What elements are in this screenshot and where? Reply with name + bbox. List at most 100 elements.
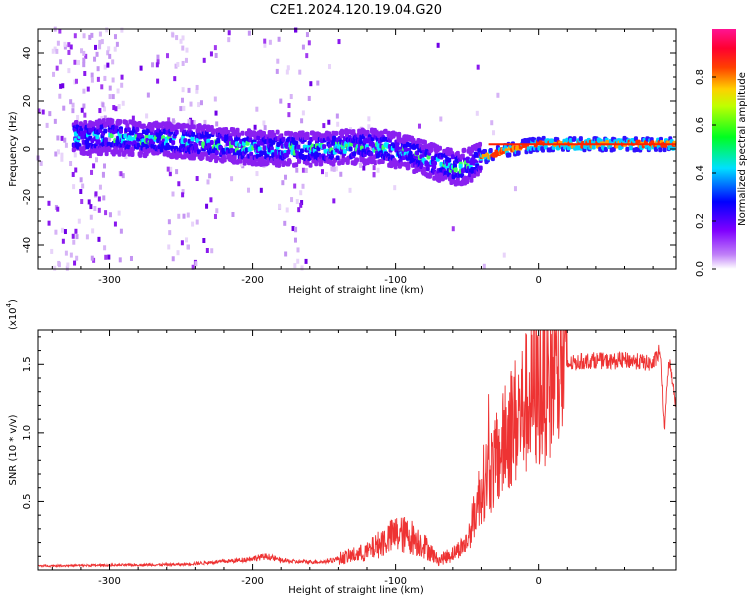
heatmap-cell: [488, 148, 493, 154]
heatmap-cell: [194, 261, 198, 267]
y-tick-label: 1.0: [22, 425, 33, 441]
heatmap-cell: [56, 135, 60, 141]
heatmap-cell: [58, 28, 62, 34]
heatmap-cell: [369, 151, 374, 157]
heatmap-cell: [79, 188, 83, 194]
heatmap-cell: [71, 233, 75, 239]
heatmap-cell: [120, 82, 124, 88]
heatmap-cell: [103, 137, 108, 143]
heatmap-cell: [263, 38, 267, 44]
heatmap-cell: [63, 44, 67, 50]
heatmap-cell: [283, 133, 287, 139]
heatmap-cell: [475, 110, 479, 116]
heatmap-cell: [247, 30, 251, 36]
spectrogram-ylabel: Frequency (Hz): [8, 111, 19, 187]
heatmap-cell: [628, 145, 633, 151]
heatmap-cell: [67, 68, 71, 74]
heatmap-cell: [180, 97, 184, 103]
heatmap-cell: [213, 214, 217, 220]
heatmap-cell: [80, 107, 84, 113]
heatmap-cell: [469, 177, 474, 183]
heatmap-cell: [87, 199, 91, 205]
heatmap-cell: [208, 173, 212, 179]
heatmap-cell: [496, 92, 500, 98]
heatmap-cell: [52, 71, 56, 77]
heatmap-cell: [37, 108, 41, 114]
heatmap-cell: [51, 48, 55, 54]
heatmap-cell: [58, 93, 62, 99]
heatmap-cell: [69, 161, 73, 167]
heatmap-cell: [209, 51, 213, 57]
heatmap-cell: [299, 148, 304, 154]
heatmap-cell: [458, 163, 463, 169]
heatmap-cell: [98, 184, 102, 190]
heatmap-cell: [47, 220, 51, 226]
heatmap-cell: [187, 87, 191, 93]
heatmap-cell: [239, 161, 243, 167]
heatmap-cell: [63, 41, 67, 47]
heatmap-cell: [69, 252, 73, 258]
heatmap-cell: [56, 40, 60, 46]
heatmap-cell: [181, 45, 185, 51]
heatmap-cell: [281, 136, 286, 142]
heatmap-cell: [72, 239, 76, 245]
heatmap-cell: [578, 136, 583, 142]
heatmap-cell: [296, 144, 301, 150]
heatmap-cell: [65, 265, 69, 271]
heatmap-cell: [255, 106, 259, 112]
spectrogram-bins: [36, 26, 677, 271]
heatmap-cell: [285, 207, 289, 213]
heatmap-cell: [73, 260, 77, 266]
heatmap-cell: [362, 165, 366, 171]
heatmap-cell: [195, 84, 199, 90]
heatmap-cell: [319, 161, 324, 167]
heatmap-cell: [289, 94, 293, 100]
heatmap-cell: [334, 166, 338, 172]
heatmap-cell: [57, 262, 61, 268]
heatmap-cell: [335, 155, 340, 161]
heatmap-cell: [450, 154, 455, 160]
heatmap-cell: [118, 128, 123, 134]
heatmap-cell: [314, 161, 319, 167]
heatmap-cell: [95, 51, 99, 57]
heatmap-cell: [48, 111, 52, 117]
x-tick-label: -300: [98, 275, 121, 286]
heatmap-cell: [139, 65, 143, 71]
heatmap-cell: [304, 258, 308, 264]
heatmap-cell: [82, 62, 86, 68]
colorbar-tick-label: 0.8: [695, 69, 706, 85]
heatmap-cell: [298, 69, 302, 75]
heatmap-cell: [222, 157, 227, 163]
heatmap-cell: [345, 159, 350, 165]
x-tick-label: -200: [241, 576, 264, 587]
heatmap-cell: [232, 155, 237, 161]
heatmap-cell: [647, 145, 652, 151]
heatmap-cell: [249, 151, 254, 157]
colorbar-tick-label: 0.2: [695, 213, 706, 229]
heatmap-cell: [300, 265, 304, 271]
heatmap-cell: [437, 145, 442, 151]
heatmap-cell: [186, 244, 190, 250]
heatmap-cell: [297, 158, 302, 164]
heatmap-cell: [171, 32, 175, 38]
heatmap-cell: [393, 131, 398, 137]
heatmap-cell: [63, 229, 67, 235]
heatmap-cell: [156, 54, 160, 60]
heatmap-cell: [372, 165, 376, 171]
heatmap-cell: [231, 211, 235, 217]
heatmap-cell: [293, 183, 297, 189]
heatmap-cell: [114, 135, 118, 141]
heatmap-cell: [197, 102, 201, 108]
heatmap-cell: [80, 48, 84, 54]
heatmap-cell: [61, 83, 65, 89]
heatmap-cell: [262, 131, 267, 137]
heatmap-cell: [71, 171, 75, 177]
heatmap-cell: [156, 78, 160, 84]
heatmap-cell: [41, 109, 45, 115]
heatmap-cell: [305, 53, 309, 59]
heatmap-cell: [111, 59, 115, 65]
heatmap-cell: [192, 120, 196, 126]
heatmap-cell: [591, 144, 596, 150]
heatmap-cell: [93, 56, 97, 62]
heatmap-cell: [103, 75, 107, 81]
